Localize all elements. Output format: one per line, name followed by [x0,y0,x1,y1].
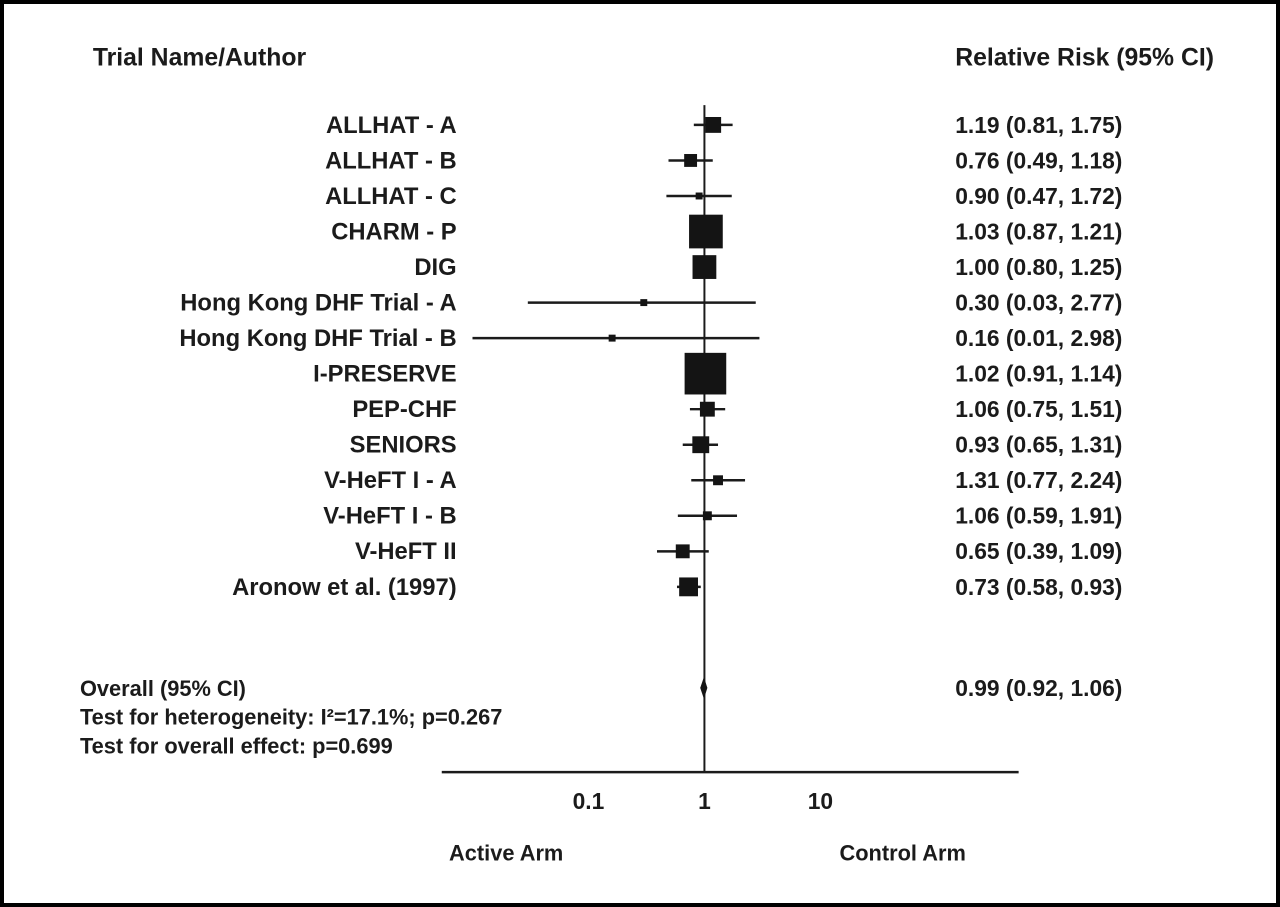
rr-value: 1.02 (0.91, 1.14) [955,361,1122,387]
x-tick-label-10: 10 [808,788,833,814]
overall-marks [700,677,708,699]
trial-label: V-HeFT I - B [323,503,456,530]
control-arm-label: Control Arm [839,840,965,865]
effect-box [692,255,717,279]
rr-value: 0.16 (0.01, 2.98) [955,325,1122,351]
effect-box [684,352,727,395]
effect-box [675,544,690,559]
effect-box [608,334,616,342]
trial-label: SENIORS [350,432,457,459]
forest-plot: Trial Name/Author Relative Risk (95% CI)… [80,44,1214,865]
rr-value: 0.65 (0.39, 1.09) [955,538,1122,564]
rr-value: 0.73 (0.58, 0.93) [955,574,1122,600]
trial-label: Hong Kong DHF Trial - B [179,325,456,352]
trial-label: ALLHAT - A [326,112,457,139]
x-tick-label-1: 1 [698,788,711,814]
trial-label: Hong Kong DHF Trial - A [180,290,456,317]
effect-box [713,475,723,486]
effect-box [684,154,698,167]
active-arm-label: Active Arm [449,840,563,865]
x-tick-label-0-1: 0.1 [573,788,605,814]
effect-box [689,214,723,249]
trial-label: V-HeFT I - A [324,467,456,494]
rr-value: 1.19 (0.81, 1.75) [955,112,1122,138]
trial-label: Aronow et al. (1997) [232,574,457,601]
rr-value: 1.31 (0.77, 2.24) [955,467,1122,493]
trial-label: I-PRESERVE [313,361,457,388]
column-header-trial: Trial Name/Author [93,44,307,71]
effect-box [679,577,698,597]
trial-label: ALLHAT - C [325,183,457,210]
overall-value: 0.99 (0.92, 1.06) [955,675,1122,701]
rr-value: 1.00 (0.80, 1.25) [955,254,1122,280]
trial-label: DIG [414,254,456,281]
effect-box [699,401,715,417]
effect-box [640,299,648,307]
trial-label: CHARM - P [331,218,457,245]
effect-box [702,511,712,521]
rr-value: 0.30 (0.03, 2.77) [955,290,1122,316]
effect-box [705,116,722,133]
trial-label: V-HeFT II [355,538,457,565]
rr-value: 1.06 (0.59, 1.91) [955,503,1122,529]
effect-box [692,436,710,454]
trial-label: PEP-CHF [352,396,456,423]
study-rows: ALLHAT - A 1.19 (0.81, 1.75) ALLHAT - B 0.7… [179,112,1122,601]
rr-value: 1.03 (0.87, 1.21) [955,218,1122,244]
overall-diamond [700,677,708,699]
heterogeneity-text: Test for heterogeneity: I²=17.1%; p=0.26… [80,705,502,730]
rr-value: 0.93 (0.65, 1.31) [955,432,1122,458]
overall-label: Overall (95% CI) [80,676,246,701]
effect-box [695,192,703,200]
rr-value: 0.76 (0.49, 1.18) [955,147,1122,173]
trial-label: ALLHAT - B [325,147,457,174]
rr-value: 1.06 (0.75, 1.51) [955,396,1122,422]
column-header-rr: Relative Risk (95% CI) [955,44,1214,71]
overall-effect-text: Test for overall effect: p=0.699 [80,733,393,758]
rr-value: 0.90 (0.47, 1.72) [955,183,1122,209]
